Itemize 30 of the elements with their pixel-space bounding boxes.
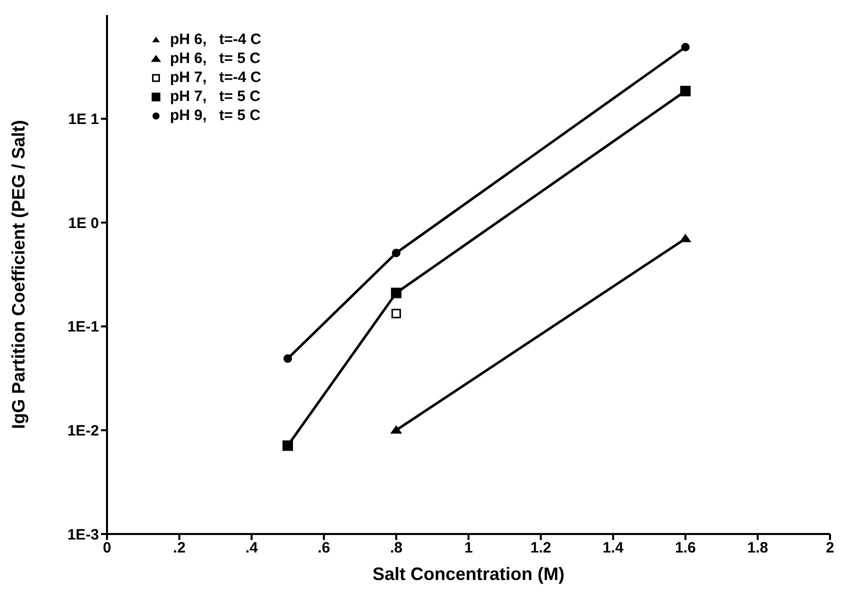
legend-label: pH 9, t= 5 C bbox=[170, 106, 260, 125]
legend-label: pH 6, t= 5 C bbox=[170, 49, 260, 68]
x-tick-label: 0 bbox=[102, 540, 112, 557]
y-axis-title: IgG Partition Coefficient (PEG / Salt) bbox=[8, 120, 28, 430]
x-tick-label: 1.8 bbox=[747, 540, 768, 557]
x-tick-label: .8 bbox=[390, 540, 402, 557]
x-tick-label: 1.4 bbox=[602, 540, 624, 557]
x-tick-label: .2 bbox=[173, 540, 186, 557]
point bbox=[681, 42, 690, 52]
point bbox=[390, 288, 402, 298]
legend-label: pH 6, t=-4 C bbox=[170, 30, 262, 49]
y-tick-label: 1E 0 bbox=[68, 214, 99, 232]
x-tick-label: 2 bbox=[826, 540, 834, 557]
legend-label: pH 7, t= 5 C bbox=[170, 87, 260, 106]
point bbox=[282, 440, 293, 451]
x-tick-label: 1 bbox=[464, 540, 473, 557]
x-tick-label: 1.2 bbox=[530, 540, 552, 557]
y-tick-label: 1E-2 bbox=[67, 422, 99, 440]
x-tick-label: .6 bbox=[318, 540, 330, 557]
legend-label: pH 7, t=-4 C bbox=[170, 68, 262, 87]
x-tick-label: 1.6 bbox=[674, 540, 696, 557]
point bbox=[391, 308, 401, 318]
x-axis-title: Salt Concentration (M) bbox=[372, 564, 565, 584]
point bbox=[392, 248, 400, 258]
point bbox=[680, 86, 691, 96]
y-tick-label: 1E 1 bbox=[68, 111, 99, 128]
y-tick-label: 1E-3 bbox=[67, 526, 99, 544]
y-tick-label: 1E-1 bbox=[67, 318, 99, 336]
x-tick-label: .4 bbox=[245, 540, 259, 557]
point bbox=[284, 354, 292, 363]
